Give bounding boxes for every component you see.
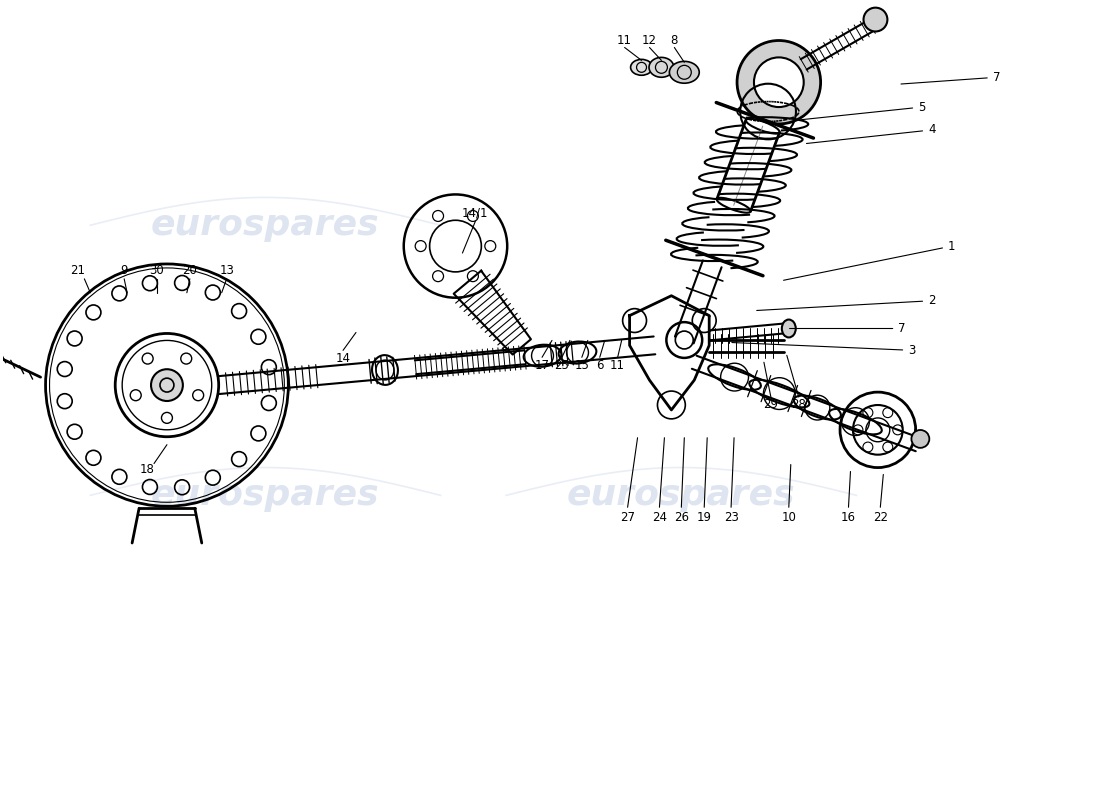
Text: eurospares: eurospares [566, 478, 795, 512]
Text: 25: 25 [554, 358, 570, 372]
Text: eurospares: eurospares [151, 208, 380, 242]
Text: 18: 18 [140, 463, 154, 476]
Text: 7: 7 [901, 70, 1000, 84]
Text: 21: 21 [70, 265, 85, 278]
Text: 11: 11 [610, 358, 625, 372]
Ellipse shape [782, 319, 795, 338]
Text: 12: 12 [642, 34, 657, 47]
Text: 5: 5 [802, 101, 925, 120]
Text: 11: 11 [617, 34, 632, 47]
Text: eurospares: eurospares [151, 478, 380, 512]
Text: 16: 16 [842, 510, 856, 524]
Text: 13: 13 [219, 265, 234, 278]
Text: 29: 29 [763, 398, 779, 411]
Text: 22: 22 [872, 510, 888, 524]
Text: 7: 7 [790, 322, 905, 335]
Text: 30: 30 [150, 265, 164, 278]
Circle shape [737, 41, 821, 124]
Circle shape [864, 8, 888, 31]
Text: 27: 27 [620, 510, 635, 524]
Text: 1: 1 [783, 239, 956, 280]
Polygon shape [453, 270, 531, 354]
Text: 2: 2 [757, 294, 936, 310]
Text: 15: 15 [574, 358, 590, 372]
Text: 28: 28 [791, 398, 806, 411]
Text: 3: 3 [732, 342, 915, 357]
Text: 8: 8 [671, 34, 678, 47]
Circle shape [754, 58, 804, 107]
Text: 23: 23 [724, 510, 738, 524]
Text: 14/1: 14/1 [462, 207, 488, 220]
Ellipse shape [670, 62, 700, 83]
Ellipse shape [630, 59, 652, 75]
Ellipse shape [649, 58, 674, 78]
Text: 14: 14 [336, 352, 351, 365]
Text: 9: 9 [120, 265, 128, 278]
Text: 19: 19 [696, 510, 712, 524]
Text: 26: 26 [674, 510, 689, 524]
Text: 24: 24 [652, 510, 667, 524]
Text: 20: 20 [183, 265, 197, 278]
Text: 10: 10 [781, 510, 796, 524]
Text: 4: 4 [806, 123, 936, 143]
Text: 17: 17 [535, 358, 550, 372]
Circle shape [151, 370, 183, 401]
Polygon shape [629, 296, 710, 410]
Circle shape [912, 430, 930, 448]
Text: 6: 6 [596, 358, 604, 372]
